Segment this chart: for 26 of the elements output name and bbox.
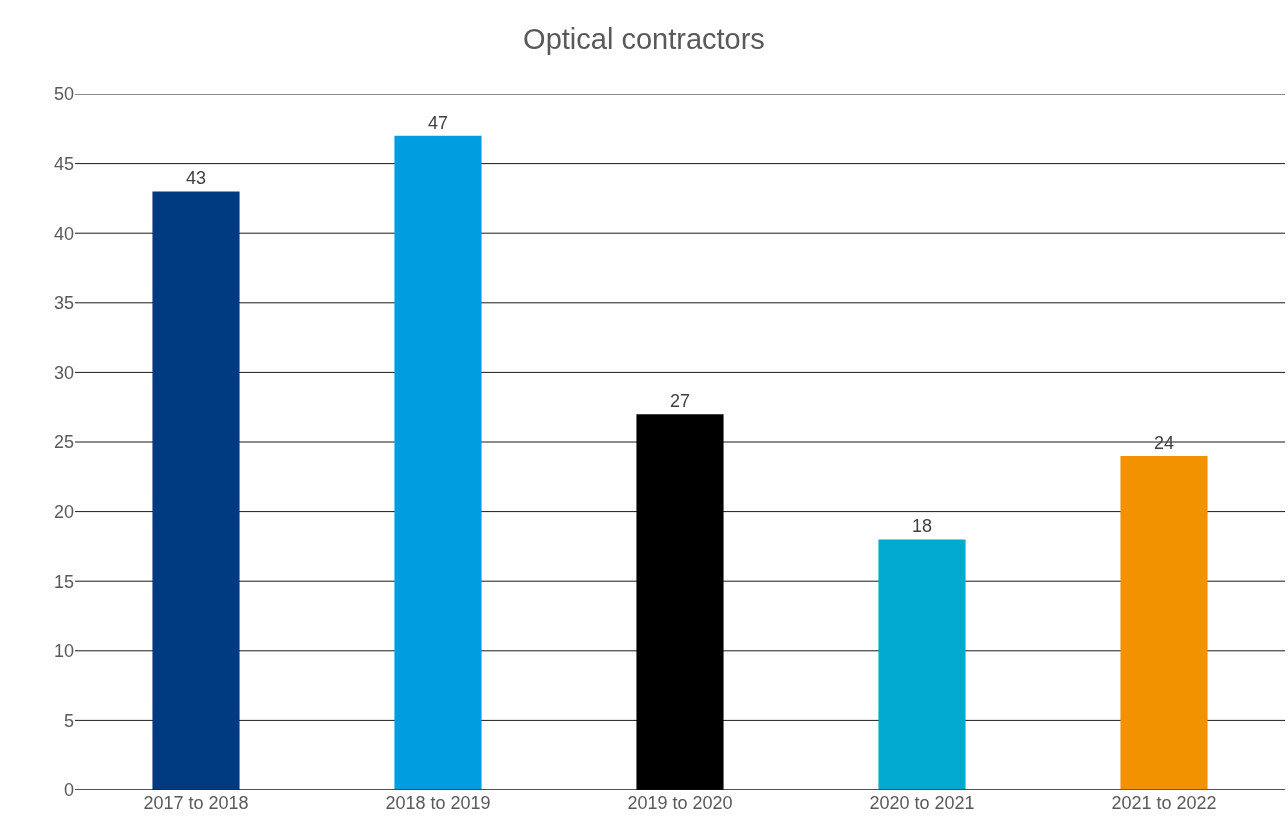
y-tick-label: 0 bbox=[63, 780, 74, 801]
x-tick-label: 2018 to 2019 bbox=[385, 793, 491, 813]
bar bbox=[636, 414, 724, 790]
y-tick-label: 40 bbox=[53, 223, 74, 244]
y-tick-label: 20 bbox=[53, 501, 74, 522]
y-tick-label: 30 bbox=[53, 362, 74, 383]
data-label: 47 bbox=[427, 112, 449, 133]
x-tick-label: 2019 to 2020 bbox=[627, 793, 733, 813]
x-tick-label: 2020 to 2021 bbox=[869, 793, 975, 813]
y-tick-label: 15 bbox=[53, 571, 74, 592]
data-label: 18 bbox=[911, 516, 933, 537]
x-tick-label: 2021 to 2022 bbox=[1111, 793, 1217, 813]
chart-title: Optical contractors bbox=[523, 23, 765, 56]
y-tick-label: 50 bbox=[53, 84, 74, 105]
x-tick-label: 2017 to 2018 bbox=[143, 793, 249, 813]
y-tick-label: 5 bbox=[63, 710, 74, 731]
y-tick-label: 10 bbox=[53, 641, 74, 662]
y-tick-label: 25 bbox=[53, 432, 74, 453]
data-label: 43 bbox=[185, 168, 207, 189]
y-tick-label: 45 bbox=[53, 153, 74, 174]
bar bbox=[878, 539, 966, 790]
data-label: 27 bbox=[669, 391, 691, 412]
bar bbox=[152, 191, 240, 790]
bar bbox=[1120, 455, 1208, 790]
y-tick-label: 35 bbox=[53, 293, 74, 314]
bar bbox=[394, 135, 482, 790]
